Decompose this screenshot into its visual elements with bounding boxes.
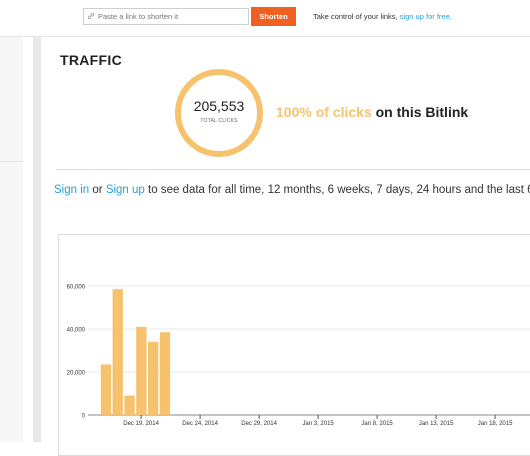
total-clicks-ring <box>175 69 263 157</box>
traffic-title: TRAFFIC <box>60 52 122 68</box>
signin-prompt: Sign in or Sign up to see data for all t… <box>54 184 530 196</box>
clicks-bar-chart: 0 20,000 40,000 60,000 Dec 19, 2014 Dec 24, 2… <box>67 285 530 427</box>
left-sidebar-edge <box>0 37 23 442</box>
signup-free-link[interactable]: sign up for free. <box>399 12 452 21</box>
section-divider <box>56 169 530 170</box>
shorten-button[interactable]: Shorten <box>251 7 296 26</box>
signin-or: or <box>92 184 103 196</box>
x-tick-label: Jan 18, 2015 <box>478 421 513 427</box>
bar <box>136 326 147 415</box>
x-tick-label: Jan 3, 2015 <box>302 421 334 427</box>
bar <box>159 332 171 415</box>
y-tick-label: 40,000 <box>67 328 86 334</box>
clicks-percent: 100% of clicks <box>276 104 372 120</box>
sign-in-link[interactable]: Sign in <box>54 184 90 196</box>
link-icon <box>87 12 95 20</box>
total-clicks-label: TOTAL CLICKS <box>200 118 238 124</box>
bar <box>124 395 135 415</box>
scroll-rail <box>33 37 41 442</box>
x-tick-label: Dec 29, 2014 <box>241 421 277 427</box>
bar <box>112 289 123 415</box>
x-tick-label: Dec 24, 2014 <box>182 421 218 427</box>
y-tick-label: 60,000 <box>67 285 86 291</box>
tagline-text: Take control of your links, <box>313 12 398 21</box>
left-sidebar-divider <box>0 161 23 162</box>
signup-tagline: Take control of your links, sign up for … <box>313 12 452 21</box>
y-tick-label: 0 <box>82 414 86 420</box>
clicks-percent-summary: 100% of clicks on this Bitlink <box>276 104 468 120</box>
bar <box>148 341 159 415</box>
x-tick-label: Dec 19, 2014 <box>123 421 159 427</box>
x-tick-label: Jan 8, 2015 <box>361 421 393 427</box>
clicks-percent-suffix: on this Bitlink <box>375 104 469 120</box>
sign-up-link[interactable]: Sign up <box>105 184 145 196</box>
y-tick-label: 20,000 <box>67 371 86 377</box>
signin-rest: to see data for all time, 12 months, 6 w… <box>148 184 530 196</box>
shorten-link-input[interactable] <box>83 8 249 25</box>
x-tick-label: Jan 13, 2015 <box>419 421 454 427</box>
total-clicks-count: 205,553 <box>193 98 245 114</box>
bar <box>100 364 112 415</box>
